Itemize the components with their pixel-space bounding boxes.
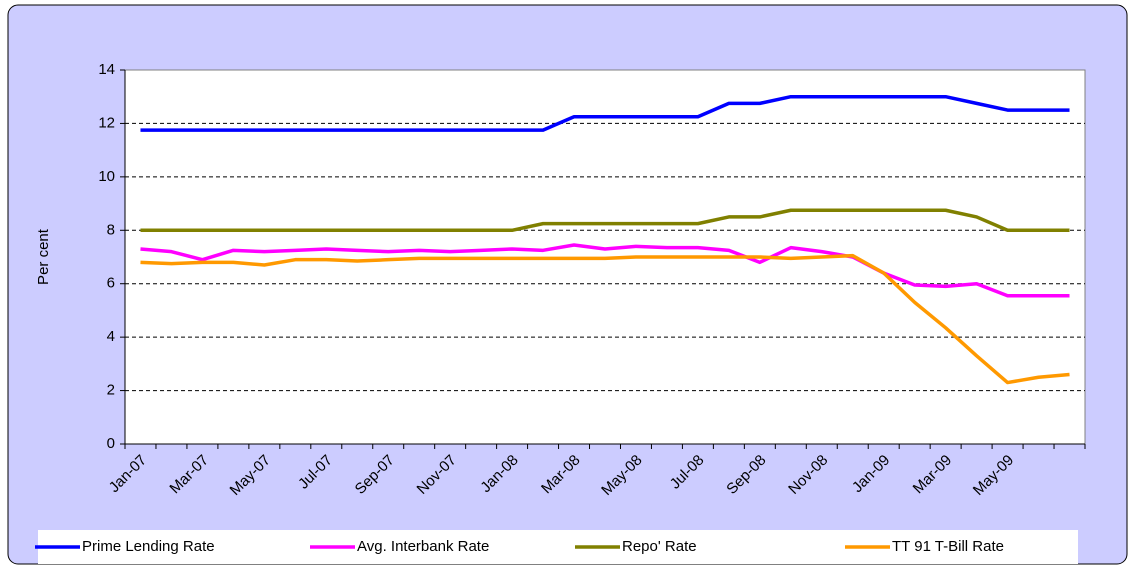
y-tick-label: 8 — [107, 221, 115, 238]
legend-label: TT 91 T-Bill Rate — [892, 538, 1004, 555]
y-tick-label: 0 — [107, 435, 115, 452]
series-line — [140, 208, 1070, 233]
legend-label: Avg. Interbank Rate — [357, 538, 489, 555]
legend — [38, 530, 1078, 564]
series-line — [140, 243, 1070, 298]
series-line — [140, 94, 1070, 132]
legend-label: Repo' Rate — [622, 538, 697, 555]
y-tick-label: 14 — [98, 61, 115, 78]
y-tick-label: 2 — [107, 382, 115, 399]
series-line — [140, 253, 1070, 385]
y-tick-label: 10 — [98, 168, 115, 185]
y-tick-label: 6 — [107, 275, 115, 292]
legend-label: Prime Lending Rate — [82, 538, 215, 555]
y-tick-label: 4 — [107, 328, 115, 345]
y-axis-label: Per cent — [35, 228, 52, 285]
y-tick-label: 12 — [98, 114, 115, 131]
